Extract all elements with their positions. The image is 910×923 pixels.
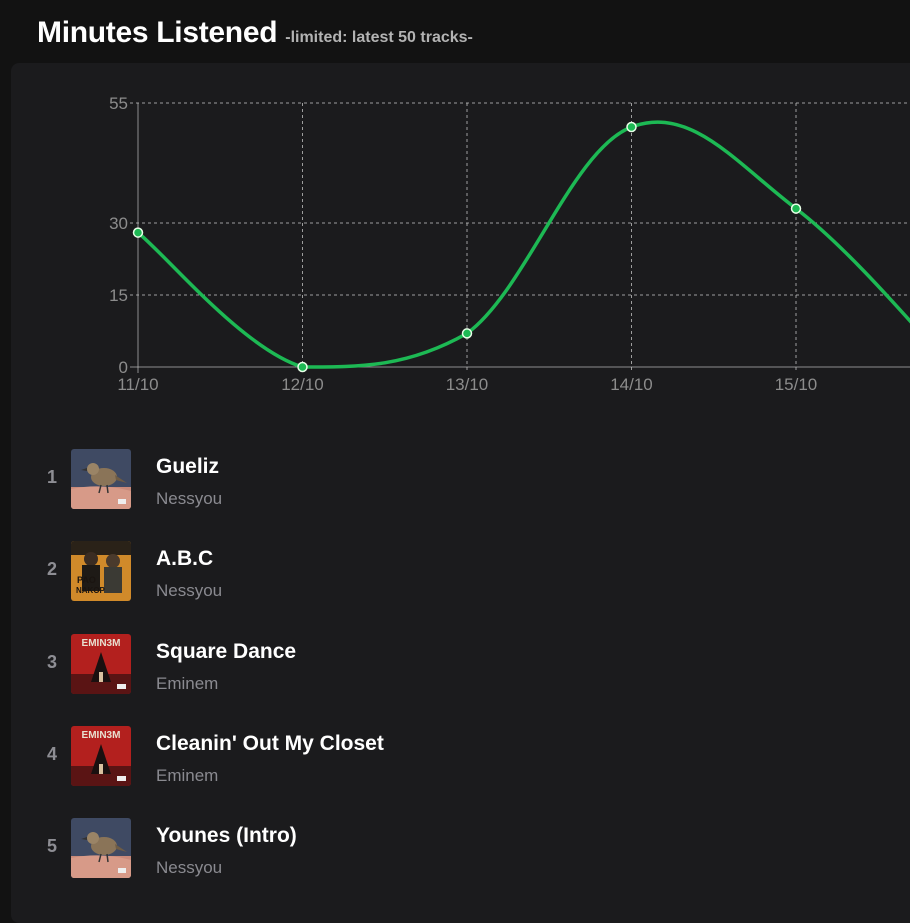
track-title[interactable]: Square Dance — [156, 639, 297, 663]
content-panel — [11, 63, 910, 923]
svg-text:EMIN3M: EMIN3M — [82, 638, 121, 649]
svg-text:PAO: PAO — [77, 575, 96, 585]
data-point — [297, 361, 308, 373]
x-tick-label: 14/10 — [610, 375, 653, 394]
svg-text:EMIN3M: EMIN3M — [82, 730, 121, 741]
y-tick-label: 55 — [109, 94, 128, 113]
x-tick-label: 12/10 — [281, 375, 324, 394]
track-rank: 1 — [46, 467, 57, 487]
track-row[interactable]: 4 EMIN3M Cleanin' Out My Closet Eminem — [0, 725, 910, 788]
album-cover[interactable] — [71, 818, 131, 879]
track-title[interactable]: Gueliz — [156, 455, 220, 478]
track-rank: 3 — [46, 651, 57, 672]
track-row[interactable]: 2 PAO NAKOP A.B.C Nessyou — [0, 541, 910, 603]
track-rank: 2 — [46, 559, 57, 580]
data-point — [461, 328, 473, 339]
track-row[interactable]: 1 Gueliz Nessyou — [0, 449, 910, 511]
track-title[interactable]: A.B.C — [156, 547, 214, 571]
x-tick-label: 11/10 — [117, 375, 158, 394]
x-tick-label: 15/10 — [775, 375, 818, 394]
svg-text:NAKOP: NAKOP — [76, 586, 106, 595]
track-artist[interactable]: Eminem — [156, 673, 219, 693]
page-title: Minutes Listened — [37, 16, 278, 49]
y-tick-label: 0 — [119, 358, 128, 377]
minutes-chart: 0 15 30 55 11/10 12/10 13/10 14/10 15/10 — [109, 94, 910, 394]
track-artist[interactable]: Nessyou — [156, 489, 223, 508]
series-line — [136, 120, 910, 369]
y-tick-label: 15 — [109, 286, 128, 305]
track-rank: 4 — [46, 743, 57, 764]
page-header: Minutes Listened -limited: latest 50 tra… — [37, 16, 473, 50]
track-row[interactable]: 5 Younes (Intro) Nessyou — [0, 818, 910, 880]
track-artist[interactable]: Eminem — [156, 765, 219, 785]
x-tick-label: 13/10 — [446, 375, 489, 394]
page-subtitle: -limited: latest 50 tracks- — [285, 29, 473, 46]
y-tick-label: 30 — [109, 214, 128, 233]
track-title[interactable]: Cleanin' Out My Closet — [156, 731, 384, 755]
track-artist[interactable]: Nessyou — [156, 858, 223, 878]
album-cover[interactable] — [71, 449, 131, 509]
track-artist[interactable]: Nessyou — [156, 581, 223, 601]
track-rank: 5 — [46, 836, 57, 857]
track-row[interactable]: 3 EMIN3M Square Dance Eminem — [0, 633, 910, 696]
data-point — [790, 203, 802, 214]
album-cover[interactable]: EMIN3M — [71, 633, 131, 694]
album-cover[interactable]: EMIN3M — [71, 725, 131, 786]
track-title[interactable]: Younes (Intro) — [156, 824, 297, 848]
data-point — [626, 121, 637, 133]
album-cover[interactable]: PAO NAKOP — [71, 541, 131, 602]
data-point — [132, 227, 144, 238]
